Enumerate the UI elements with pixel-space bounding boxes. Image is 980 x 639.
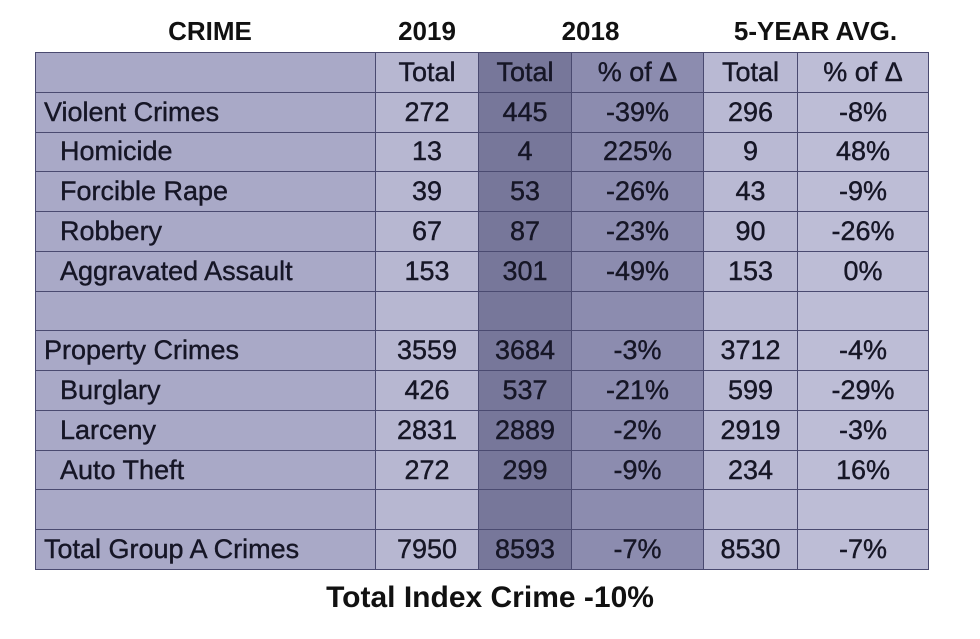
cell-pct-change-2018: -9% <box>571 449 704 491</box>
header-crime: CRIME <box>168 16 252 46</box>
cell-total-2018: 4 <box>478 131 572 173</box>
cell-total-5yr: 234 <box>703 449 798 491</box>
cell-pct-change-5yr <box>797 489 929 531</box>
table-row <box>35 290 929 332</box>
cell-pct-change-2018: -3% <box>571 330 704 372</box>
cell-total-5yr: 43 <box>703 171 798 213</box>
cell-total-5yr: 8530 <box>703 529 798 570</box>
row-label: Property Crimes <box>35 330 376 372</box>
cell-pct-change-2018: -39% <box>571 91 704 133</box>
row-label <box>35 290 376 332</box>
cell-total-2019 <box>375 489 479 531</box>
table-row: Homicide 13 4 225% 9 48% <box>35 131 929 173</box>
crime-table: Total Total% of Δ Total% of Δ Violent Crime… <box>35 52 929 570</box>
cell-total-2018 <box>478 489 572 531</box>
cell-total-2018: 537 <box>478 370 572 411</box>
cell-pct-change-2018: -2% <box>571 409 704 451</box>
cell-pct-change-5yr: -8% <box>797 91 929 133</box>
cell-pct-change-2018: 225% <box>571 131 704 173</box>
table-row: Violent Crimes 272 445 -39% 296 -8% <box>35 91 929 133</box>
cell-pct-change-2018: -23% <box>571 211 704 252</box>
cell-pct-change-2018: -7% <box>571 529 704 570</box>
row-label: Homicide <box>35 131 376 173</box>
cell-pct-change-5yr: -7% <box>797 529 929 570</box>
cell-total-2018: 53 <box>478 171 572 213</box>
header-2019: 2019 <box>398 16 456 46</box>
cell-total-2019: 272 <box>375 91 479 133</box>
cell-pct-change-5yr <box>797 290 929 332</box>
subheader-total-2018: Total <box>478 52 572 93</box>
cell-total-5yr <box>703 290 798 332</box>
subheader-total-5yr: Total <box>703 52 798 93</box>
cell-total-2018: 3684 <box>478 330 572 372</box>
table-row: Auto Theft 272 299 -9% 234 16% <box>35 449 929 491</box>
cell-pct-change-5yr: -9% <box>797 171 929 213</box>
total-index-crime: Total Index Crime -10% <box>326 581 654 614</box>
row-label: Violent Crimes <box>35 91 376 133</box>
cell-total-2019: 272 <box>375 449 479 491</box>
cell-total-2019: 426 <box>375 370 479 411</box>
table-row: Robbery 67 87 -23% 90 -26% <box>35 211 929 252</box>
header-2018: 2018 <box>561 16 620 46</box>
cell-total-5yr: 90 <box>703 211 798 252</box>
cell-pct-change-5yr: -3% <box>797 409 929 451</box>
table-row: Forcible Rape 39 53 -26% 43 -9% <box>35 171 929 213</box>
row-label: Forcible Rape <box>35 171 376 213</box>
cell-total-2019: 2831 <box>375 409 479 451</box>
cell-total-2019: 67 <box>375 211 479 252</box>
row-label: Aggravated Assault <box>35 250 376 292</box>
cell-total-2018 <box>478 290 572 332</box>
cell-total-2019: 7950 <box>375 529 479 570</box>
table-row: Property Crimes 3559 3684 -3% 3712 -4% <box>35 330 929 372</box>
cell-pct-change-5yr: -4% <box>797 330 929 372</box>
row-label: Robbery <box>35 211 376 252</box>
cell-total-2019: 39 <box>375 171 479 213</box>
cell-total-2019: 3559 <box>375 330 479 372</box>
subheader-row: Total Total% of Δ Total% of Δ <box>35 52 929 93</box>
row-label: Total Group A Crimes <box>35 529 376 570</box>
cell-pct-change-5yr: 16% <box>797 449 929 491</box>
cell-total-5yr: 153 <box>703 250 798 292</box>
cell-total-2018: 8593 <box>478 529 572 570</box>
cell-total-5yr: 9 <box>703 131 798 173</box>
subheader-pct-change-2018: % of Δ <box>571 52 704 93</box>
cell-total-2018: 299 <box>478 449 572 491</box>
cell-pct-change-5yr: -29% <box>797 370 929 411</box>
table-row: Larceny 2831 2889 -2% 2919 -3% <box>35 409 929 451</box>
table-row: Total Group A Crimes 7950 8593 -7% 8530 -7% <box>35 529 929 570</box>
header-5-year-avg: 5-YEAR AVG. <box>733 16 898 46</box>
cell-total-2018: 2889 <box>478 409 572 451</box>
cell-pct-change-5yr: 0% <box>797 250 929 292</box>
cell-total-5yr <box>703 489 798 531</box>
cell-pct-change-5yr: -26% <box>797 211 929 252</box>
cell-pct-change-2018: -21% <box>571 370 704 411</box>
table-row: Burglary 426 537 -21% 599 -29% <box>35 370 929 411</box>
row-label: Burglary <box>35 370 376 411</box>
row-label: Larceny <box>35 409 376 451</box>
table-row <box>35 489 929 531</box>
cell-total-5yr: 2919 <box>703 409 798 451</box>
subheader-label <box>35 52 376 93</box>
cell-pct-change-2018: -49% <box>571 250 704 292</box>
cell-total-2018: 87 <box>478 211 572 252</box>
cell-total-5yr: 3712 <box>703 330 798 372</box>
cell-pct-change-5yr: 48% <box>797 131 929 173</box>
cell-pct-change-2018 <box>571 290 704 332</box>
cell-total-5yr: 599 <box>703 370 798 411</box>
cell-pct-change-2018: -26% <box>571 171 704 213</box>
cell-total-5yr: 296 <box>703 91 798 133</box>
table-row: Aggravated Assault 153 301 -49% 153 0% <box>35 250 929 292</box>
cell-total-2018: 445 <box>478 91 572 133</box>
cell-total-2019: 13 <box>375 131 479 173</box>
row-label: Auto Theft <box>35 449 376 491</box>
cell-total-2019 <box>375 290 479 332</box>
row-label <box>35 489 376 531</box>
subheader-pct-change-5yr: % of Δ <box>797 52 929 93</box>
cell-total-2019: 153 <box>375 250 479 292</box>
subheader-total-2019: Total <box>375 52 479 93</box>
cell-total-2018: 301 <box>478 250 572 292</box>
cell-pct-change-2018 <box>571 489 704 531</box>
